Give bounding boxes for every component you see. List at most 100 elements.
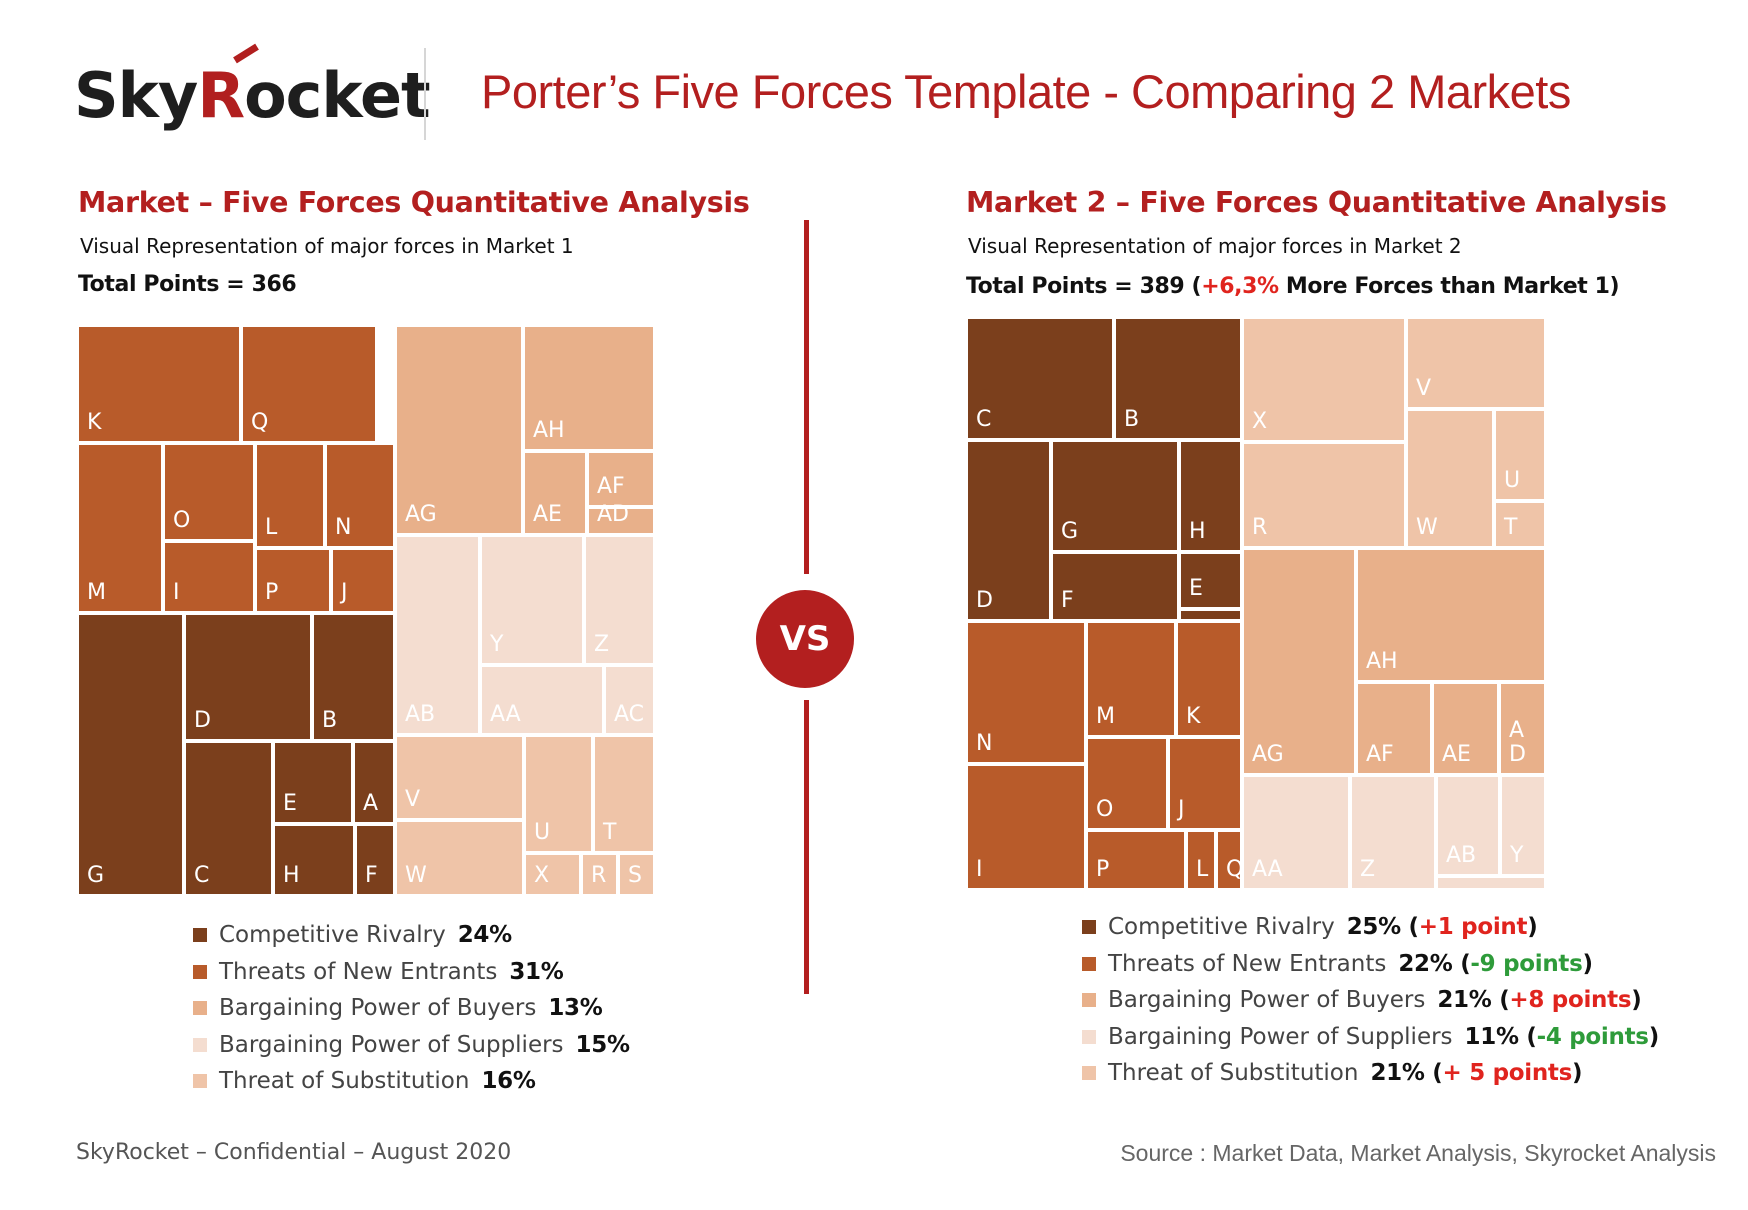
market2-cell-b: B: [1114, 317, 1242, 440]
market2-cell-aa: AA: [1242, 775, 1350, 890]
market1-cell-label-l: L: [265, 515, 278, 540]
market2-legend-change: -4 points: [1536, 1023, 1649, 1050]
market2-legend-pct: 11% (: [1464, 1023, 1537, 1050]
market1-cell-label-ah: AH: [533, 418, 565, 443]
market2-legend-label: Threats of New Entrants: [1108, 950, 1387, 977]
market1-legend-pct: 16%: [481, 1068, 536, 1094]
market1-cell-e: E: [273, 741, 353, 824]
market2-cell-label-y: Y: [1510, 843, 1524, 868]
market2-legend-label: Bargaining Power of Suppliers: [1108, 1023, 1453, 1050]
market1-legend-swatch: [193, 928, 207, 942]
market1-cell-ae: AE: [523, 451, 587, 535]
market2-cell-label-g: G: [1061, 519, 1079, 544]
market2-legend-swatch: [1082, 920, 1096, 934]
footer-source: Source : Market Data, Market Analysis, S…: [1120, 1140, 1716, 1166]
market1-cell-label-g: G: [87, 863, 105, 888]
market2-legend-swatch: [1082, 1066, 1096, 1080]
logo-text-r: R: [197, 59, 245, 132]
market1-cell-label-h: H: [283, 863, 300, 888]
market1-legend-label: Bargaining Power of Suppliers: [219, 1031, 564, 1058]
market2-cell-label-ae: AE: [1442, 742, 1471, 767]
market1-cell-y: Y: [480, 535, 584, 665]
market1-cell-label-c: C: [194, 863, 210, 888]
market1-legend-value: 24%: [458, 918, 512, 952]
logo-text-ocket: ocket: [244, 59, 431, 132]
market2-cell-af: AF: [1356, 682, 1432, 775]
market2-legend-label: Threat of Substitution: [1108, 1060, 1359, 1086]
market2-cell-label-b: B: [1124, 407, 1140, 432]
market1-cell-label-a: A: [363, 791, 379, 816]
market2-total-suffix: More Forces than Market 1): [1278, 274, 1620, 299]
market2-cell-ag: AG: [1242, 548, 1356, 775]
market1-cell-f: F: [355, 824, 395, 896]
market1-cell-j: J: [331, 548, 395, 613]
market2-cell-i: I: [966, 764, 1086, 890]
market1-legend-pct: 15%: [575, 1031, 630, 1058]
market1-cell-d: D: [184, 613, 312, 741]
market1-cell-z: Z: [584, 535, 655, 665]
market1-legend-swatch: [193, 1074, 207, 1088]
market2-cell-spacer-32: [1436, 876, 1546, 890]
market1-cell-label-e: E: [283, 791, 297, 816]
market2-cell-label-h: H: [1189, 519, 1206, 544]
market1-cell-r: R: [581, 853, 618, 896]
market1-cell-ah: AH: [523, 325, 655, 451]
market2-legend-close: ): [1572, 1060, 1583, 1086]
market1-cell-ab: AB: [395, 535, 480, 735]
market1-cell-label-b: B: [322, 708, 338, 733]
market1-cell-label-p: P: [265, 580, 279, 605]
logo-letter-r: R: [197, 43, 260, 134]
market1-cell-m: M: [77, 443, 163, 613]
market2-cell-p: P: [1086, 830, 1186, 890]
market2-cell-e: E: [1179, 552, 1242, 609]
market2-cell-label-d: D: [976, 588, 993, 613]
market2-cell-label-w: W: [1416, 515, 1438, 540]
market1-legend-label: Bargaining Power of Buyers: [219, 995, 537, 1021]
market2-cell-ae: AE: [1432, 682, 1499, 775]
market2-cell-x: X: [1242, 317, 1406, 442]
market2-cell-label-ab: AB: [1446, 843, 1477, 868]
market2-legend-close: ): [1527, 914, 1538, 940]
market2-cell-label-i: I: [976, 857, 983, 882]
market2-total-points: Total Points = 389 (+6,3% More Forces th…: [966, 274, 1620, 299]
market1-cell-label-y: Y: [490, 632, 504, 657]
market1-legend-value: 13%: [548, 991, 602, 1025]
market2-cell-label-ad: A D: [1509, 718, 1526, 767]
market2-cell-m: M: [1086, 621, 1176, 737]
market1-legend-pct: 24%: [457, 922, 512, 948]
market2-cell-label-aa: AA: [1252, 857, 1283, 882]
market2-cell-label-p: P: [1096, 857, 1110, 882]
market2-cell-t: T: [1494, 501, 1546, 548]
header-separator: [424, 48, 426, 140]
market2-cell-c: C: [966, 317, 1114, 440]
market2-legend-close: ): [1648, 1023, 1660, 1050]
market2-cell-k: K: [1176, 621, 1242, 737]
footer-confidential: SkyRocket – Confidential – August 2020: [76, 1140, 512, 1165]
market2-cell-label-x: X: [1252, 409, 1268, 434]
market2-cell-f: F: [1051, 552, 1179, 621]
market2-cell-label-u: U: [1504, 468, 1521, 493]
market2-legend-pct: 25% (: [1346, 914, 1419, 940]
market1-cell-w: W: [395, 820, 524, 896]
market2-legend-swatch: [1082, 993, 1096, 1007]
market2-cell-label-z: Z: [1360, 857, 1376, 882]
market2-cell-label-r: R: [1252, 515, 1268, 540]
market1-cell-label-r: R: [591, 863, 607, 888]
market2-legend-pct: 21% (: [1437, 987, 1510, 1013]
market1-treemap: K Q M O I L N P J G D B C E A H F AG AH AE AF AD AB Y Z AA AC V W U T X…: [77, 325, 655, 896]
market2-legend-change: -9 points: [1470, 950, 1583, 977]
logo-text-sky: Sky: [74, 59, 198, 132]
market1-cell-label-n: N: [335, 515, 352, 540]
market1-cell-label-o: O: [173, 508, 191, 533]
market1-legend-label: Competitive Rivalry: [219, 922, 446, 948]
market2-total-prefix: Total Points = 389 (: [966, 274, 1202, 299]
divider-bottom: [804, 700, 809, 994]
market2-cell-label-k: K: [1186, 704, 1201, 729]
market2-cell-label-q: Q: [1226, 857, 1244, 882]
market1-cell-label-ag: AG: [405, 502, 437, 527]
market2-legend-label: Competitive Rivalry: [1108, 914, 1335, 940]
market2-cell-label-f: F: [1061, 588, 1074, 613]
market2-cell-label-n: N: [976, 731, 993, 756]
market2-cell-j: J: [1168, 737, 1242, 830]
market1-cell-x: X: [524, 853, 581, 896]
